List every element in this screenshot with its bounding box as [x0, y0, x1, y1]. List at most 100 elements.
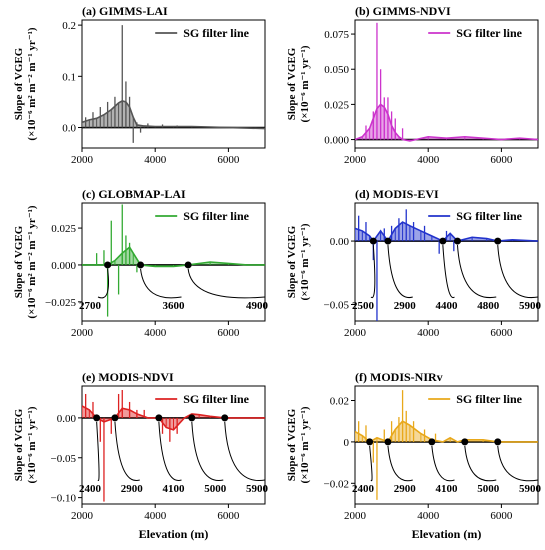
x-axis-label: Elevation (m)	[139, 527, 209, 541]
annotation-label: 4900	[246, 300, 269, 312]
annotation-arrow	[497, 445, 539, 482]
x-tick-label: 6000	[217, 327, 240, 339]
x-tick-label: 6000	[490, 510, 513, 522]
y-tick-label: −0.025	[45, 297, 76, 309]
sg-filter-line	[355, 420, 538, 443]
breakpoint-marker	[93, 414, 101, 422]
annotation-arrow	[224, 421, 266, 481]
panel-4: (d) MODIS-EVI 2500 2900 4400 4800 5900 SG filt…	[286, 187, 542, 339]
plot-area	[355, 22, 538, 142]
x-tick-label: 4000	[417, 327, 440, 339]
breakpoint-marker	[439, 237, 447, 245]
panel-1: (a) GIMMS-LAI SG filter line 2000 4000 6000 0…	[13, 4, 266, 166]
sg-area	[355, 421, 538, 442]
axes-frame	[81, 19, 266, 149]
panel-title: (b) GIMMS-NDVI	[355, 4, 451, 18]
y-tick-label: 0.02	[330, 395, 349, 407]
sg-area	[355, 104, 538, 141]
legend-label: SG filter line	[183, 26, 249, 40]
y-tick-label: 0.0	[62, 123, 76, 135]
panel-title: (f) MODIS-NIRv	[355, 370, 443, 384]
annotation-arrow	[431, 445, 455, 482]
annotation-arrow	[187, 268, 266, 299]
annotation-label: 2400	[352, 483, 375, 495]
y-tick-label: 0.050	[324, 64, 349, 76]
annotation-arrow	[97, 268, 110, 299]
breakpoint-marker	[221, 414, 229, 422]
annotation-label: 2900	[121, 483, 144, 495]
axes-frame	[354, 202, 539, 322]
y-tick-label: 0.000	[51, 260, 76, 272]
annotation-arrow	[369, 445, 373, 482]
x-tick-label: 2000	[344, 154, 367, 166]
x-tick-label: 4000	[417, 510, 440, 522]
annotation-arrow	[370, 245, 376, 299]
legend-label: SG filter line	[456, 392, 522, 406]
breakpoint-marker	[384, 438, 392, 446]
panel-3: (c) GLOBMAP-LAI 2700 3600 4900 SG filter lin…	[13, 187, 269, 339]
annotation-label: 5900	[519, 483, 542, 495]
panel-title: (d) MODIS-EVI	[355, 187, 439, 201]
breakpoint-marker	[184, 261, 192, 269]
plot-area	[82, 25, 265, 143]
annotation-label: 3600	[163, 300, 186, 312]
annotation-label: 5000	[204, 483, 227, 495]
y-axis-label: Slope of VGEG	[286, 408, 298, 481]
y-axis-unit: (×10⁻⁶ m² m⁻² m⁻¹ yr⁻¹)	[26, 205, 38, 319]
panel-title: (e) MODIS-NDVI	[82, 370, 174, 384]
annotation-arrow	[96, 421, 100, 481]
breakpoint-marker	[461, 438, 469, 446]
x-tick-label: 2000	[344, 510, 367, 522]
panel-title: (a) GIMMS-LAI	[82, 4, 168, 18]
annotation-label: 4100	[163, 483, 186, 495]
x-axis-label: Elevation (m)	[412, 527, 482, 541]
y-axis-unit: (×10⁻⁶ m⁻¹ yr⁻¹)	[299, 406, 311, 483]
y-tick-label: 0.00	[330, 236, 350, 248]
legend-label: SG filter line	[456, 26, 522, 40]
annotation-label: 5000	[477, 483, 500, 495]
panel-5: (e) MODIS-NDVI 2400 2900 4100 5000 5900 SG fil…	[13, 370, 269, 541]
y-axis-unit: (×10⁻⁶ m⁻¹ yr⁻¹)	[26, 406, 38, 483]
breakpoint-marker	[188, 414, 196, 422]
breakpoint-marker	[428, 438, 436, 446]
y-tick-label: −0.10	[51, 493, 77, 505]
annotation-arrow	[442, 245, 455, 299]
annotation-label: 5900	[246, 483, 269, 495]
annotation-arrow	[387, 245, 413, 299]
breakpoint-marker	[104, 261, 112, 269]
annotation-arrow	[497, 245, 539, 299]
y-tick-label: −0.02	[324, 478, 349, 490]
annotation-label: 2900	[394, 300, 417, 312]
sg-filter-line	[82, 100, 265, 130]
y-tick-label: 0.1	[62, 71, 76, 83]
x-tick-label: 6000	[217, 510, 240, 522]
annotation-arrow	[114, 421, 140, 481]
y-axis-unit: (×10⁻⁶ m² m⁻² m⁻¹ yr⁻¹)	[26, 27, 38, 141]
x-tick-label: 4000	[417, 154, 440, 166]
annotation-label: 5900	[519, 300, 542, 312]
y-tick-label: 0.075	[324, 29, 349, 41]
annotation-arrow	[456, 245, 497, 299]
sg-filter-line	[355, 103, 538, 142]
breakpoint-marker	[155, 414, 163, 422]
y-axis-label: Slope of VGEG	[286, 225, 298, 298]
annotation-arrow	[158, 421, 182, 481]
y-tick-label: −0.05	[324, 300, 350, 312]
y-tick-label: −0.05	[51, 453, 77, 465]
x-tick-label: 2000	[71, 327, 94, 339]
y-tick-label: 0.025	[51, 223, 76, 235]
x-tick-label: 4000	[144, 327, 167, 339]
y-axis-unit: (×10⁻⁶ m⁻¹ yr⁻¹)	[299, 45, 311, 122]
y-axis-label: Slope of VGEG	[13, 225, 25, 298]
annotation-arrow	[387, 445, 413, 482]
annotation-label: 4400	[436, 300, 459, 312]
panel-6: (f) MODIS-NIRv 2400 2900 4100 5000 5900 SG fil…	[286, 370, 542, 541]
annotation-arrow	[140, 268, 182, 299]
x-tick-label: 2000	[71, 510, 94, 522]
legend-label: SG filter line	[183, 392, 249, 406]
legend-label: SG filter line	[456, 209, 522, 223]
x-tick-label: 2000	[344, 327, 367, 339]
x-tick-label: 2000	[71, 154, 94, 166]
legend-label: SG filter line	[183, 209, 249, 223]
annotation-label: 2400	[79, 483, 102, 495]
